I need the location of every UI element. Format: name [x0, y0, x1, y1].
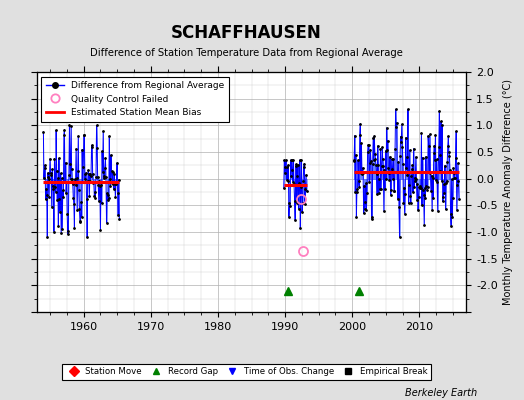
Text: Berkeley Earth: Berkeley Earth — [405, 388, 477, 398]
Text: Difference of Station Temperature Data from Regional Average: Difference of Station Temperature Data f… — [90, 48, 403, 58]
Text: SCHAFFHAUSEN: SCHAFFHAUSEN — [171, 24, 322, 42]
Legend: Station Move, Record Gap, Time of Obs. Change, Empirical Break: Station Move, Record Gap, Time of Obs. C… — [62, 364, 431, 380]
Legend: Difference from Regional Average, Quality Control Failed, Estimated Station Mean: Difference from Regional Average, Qualit… — [41, 76, 229, 122]
Y-axis label: Monthly Temperature Anomaly Difference (°C): Monthly Temperature Anomaly Difference (… — [504, 79, 514, 305]
